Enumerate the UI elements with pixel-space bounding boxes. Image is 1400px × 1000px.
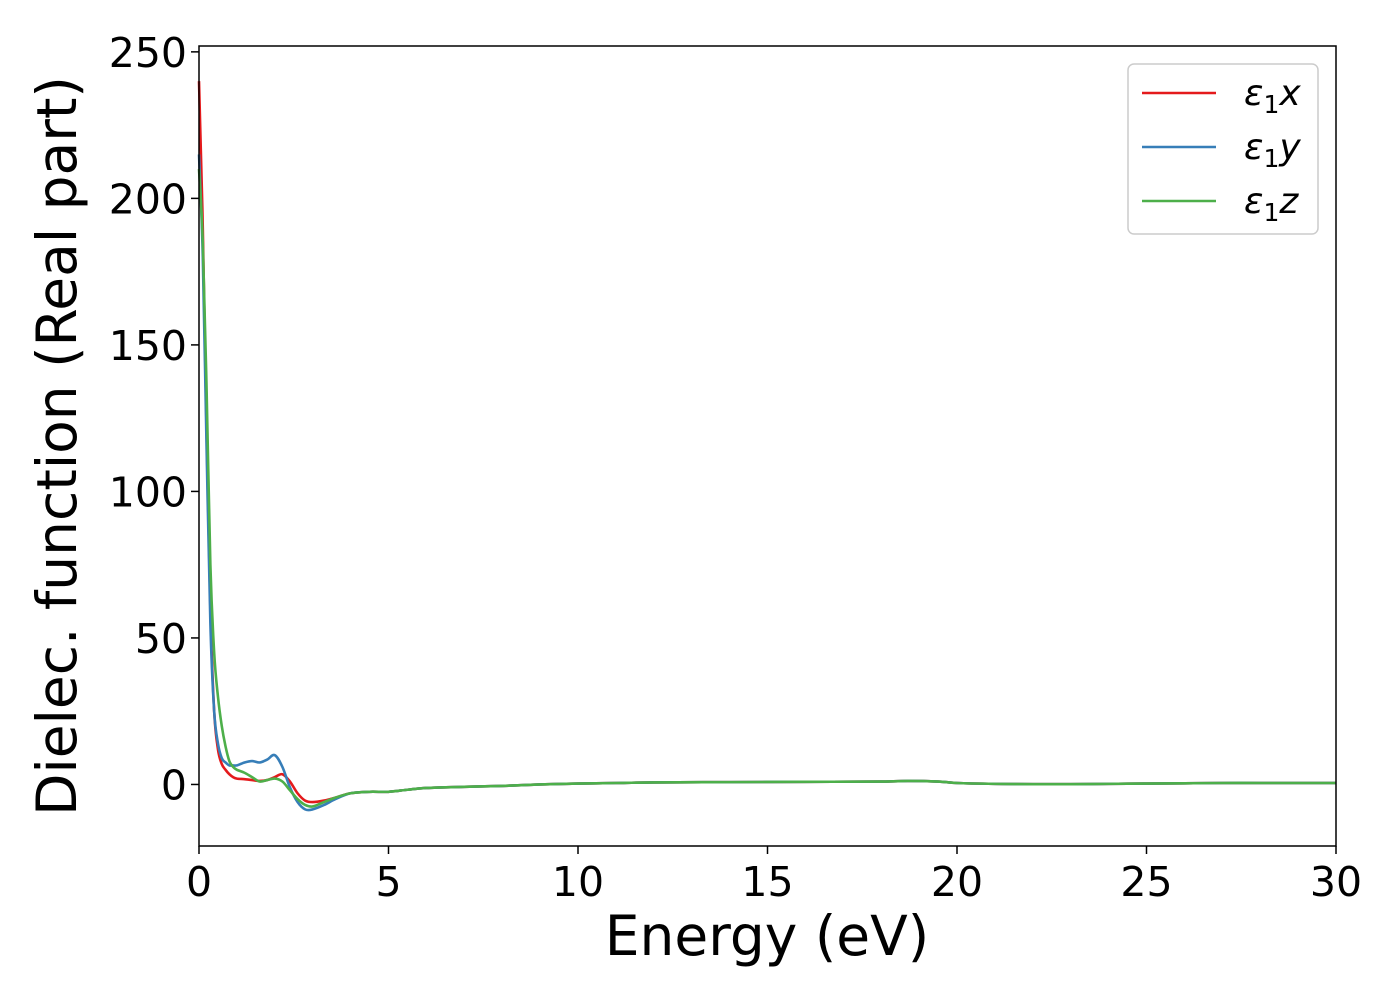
x-tick-label: 20 — [931, 858, 983, 906]
y-tick-label: 50 — [135, 615, 187, 663]
legend-label-sub: 1 — [1263, 144, 1279, 173]
x-tick-label: 0 — [186, 858, 212, 906]
x-tick-label: 15 — [741, 858, 793, 906]
x-axis-label: Energy (eV) — [605, 904, 929, 968]
legend-label-y: ε1y — [1244, 127, 1301, 173]
x-tick-label: 10 — [552, 858, 604, 906]
x-tick-label: 5 — [375, 858, 401, 906]
y-axis-label: Dielec. function (Real part) — [25, 76, 89, 816]
y-tick-label: 250 — [109, 29, 187, 77]
x-tick-label: 25 — [1120, 858, 1172, 906]
series-layer — [197, 81, 1336, 812]
legend-label-tail: y — [1278, 127, 1301, 168]
legend-label-base: ε — [1244, 73, 1263, 114]
series-line-y — [197, 154, 1336, 812]
y-axis-ticks: 0 50 100 150 200 250 — [109, 29, 199, 809]
legend-label-base: ε — [1244, 181, 1263, 222]
legend-label-tail: z — [1278, 181, 1299, 222]
x-axis-ticks: 0 5 10 15 20 25 30 — [186, 846, 1362, 906]
y-tick-label: 100 — [109, 468, 187, 516]
legend-box — [1127, 63, 1319, 235]
series-line-z — [197, 169, 1336, 808]
legend-label-z: ε1z — [1244, 181, 1299, 227]
y-tick-label: 150 — [109, 322, 187, 370]
legend-label-base: ε — [1244, 127, 1263, 168]
legend-label-sub: 1 — [1263, 198, 1279, 227]
legend-label-tail: x — [1278, 73, 1301, 114]
legend-label-sub: 1 — [1263, 90, 1279, 119]
x-tick-label: 30 — [1310, 858, 1362, 906]
y-tick-label: 0 — [161, 761, 187, 809]
y-tick-label: 200 — [109, 175, 187, 223]
legend-label-x: ε1x — [1244, 73, 1301, 119]
